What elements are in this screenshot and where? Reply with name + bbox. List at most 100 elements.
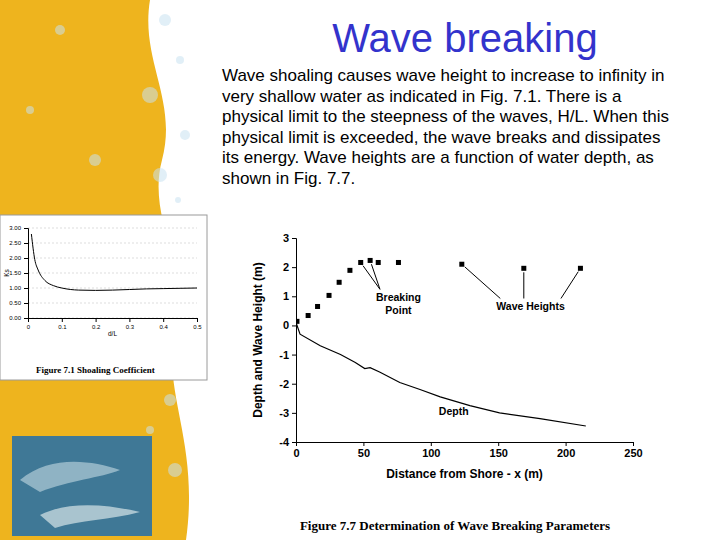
tick: 0 <box>293 442 299 459</box>
tick-mark <box>24 273 28 274</box>
y-axis-title: Depth and Wave Height (m) <box>251 262 265 418</box>
tick-label: -2 <box>279 378 289 390</box>
tick-mark <box>292 267 296 268</box>
tick-mark <box>292 238 296 239</box>
tick-mark <box>197 318 198 322</box>
bubble <box>176 56 184 64</box>
tick-label: 0.4 <box>160 324 169 330</box>
chart: 050100150200250-4-3-2-10123Distance from… <box>251 232 643 533</box>
bubble <box>159 14 171 26</box>
figure-background <box>0 215 207 380</box>
slide-title: Wave breaking <box>332 16 597 60</box>
tick-mark <box>292 355 296 356</box>
tick: 0.5 <box>193 318 202 330</box>
data-line <box>31 234 197 290</box>
tick: 200 <box>557 442 575 459</box>
tick-label: 150 <box>490 447 508 459</box>
leader-line <box>371 264 380 289</box>
tick-mark <box>292 325 296 326</box>
tick-label: 0.3 <box>126 324 135 330</box>
axis-line <box>297 443 634 447</box>
tick-label: 0.2 <box>92 324 101 330</box>
tick-mark <box>96 318 97 322</box>
tick: 0.1 <box>58 318 67 330</box>
tick: 0.3 <box>126 318 135 330</box>
tick: 100 <box>422 442 440 459</box>
tick-label: 2 <box>283 261 289 273</box>
bubble <box>89 154 101 166</box>
tick: 3.00 <box>9 225 28 231</box>
tick-label: -1 <box>279 349 289 361</box>
tick: 150 <box>490 442 508 459</box>
tick-label: -4 <box>279 436 290 448</box>
grid <box>28 228 197 318</box>
tick-mark <box>62 318 63 322</box>
tick-mark <box>292 413 296 414</box>
tick: 1 <box>283 290 296 302</box>
data-point <box>306 313 311 318</box>
axis-line <box>24 229 29 319</box>
photo <box>12 436 152 536</box>
tick-mark <box>24 228 28 229</box>
tick-label: 2.00 <box>9 255 21 261</box>
data-point <box>459 262 464 267</box>
plot-area <box>31 234 197 290</box>
annotation: Depth <box>439 405 469 417</box>
tick-mark <box>24 288 28 289</box>
bubble <box>180 130 190 140</box>
bubble <box>146 426 154 434</box>
bubble <box>164 394 176 406</box>
tick-mark <box>633 442 634 446</box>
x-axis-title: Distance from Shore - x (m) <box>386 467 543 481</box>
tick-mark <box>431 442 432 446</box>
tick-mark <box>292 296 296 297</box>
data-point <box>368 258 373 263</box>
body-text: Wave shoaling causes wave height to incr… <box>222 66 682 189</box>
data-point <box>396 260 401 265</box>
tick-label: 0.1 <box>58 324 67 330</box>
plot-area <box>296 258 586 426</box>
tick: 50 <box>358 442 370 459</box>
x-axis: 050100150200250 <box>293 442 642 459</box>
grid-line <box>28 228 197 229</box>
data-point <box>376 260 381 265</box>
photo-background <box>12 436 152 536</box>
grid-line <box>28 258 197 259</box>
data-point <box>521 266 526 271</box>
grid-line <box>28 303 197 304</box>
tick-label: 200 <box>557 447 575 459</box>
tick: 2 <box>283 261 296 273</box>
tick-label: 3 <box>283 232 289 244</box>
data-point <box>578 266 583 271</box>
tick-label: 100 <box>422 447 440 459</box>
annotation: BreakingPoint <box>376 291 421 316</box>
tick-label: 50 <box>358 447 370 459</box>
data-line <box>296 323 586 426</box>
data-point <box>315 304 320 309</box>
tick: 1.50 <box>9 270 28 276</box>
tick: 0.4 <box>160 318 169 330</box>
grid-line <box>28 273 197 274</box>
bubble <box>142 87 158 103</box>
tick-label: 0 <box>293 447 299 459</box>
data-point <box>358 260 363 265</box>
figure-caption: Figure 7.7 Determination of Wave Breakin… <box>300 518 610 533</box>
y-axis: -4-3-2-10123 <box>279 232 296 448</box>
grid-line <box>28 243 197 244</box>
bubble <box>175 197 181 203</box>
tick-mark <box>292 384 296 385</box>
tick: -4 <box>279 436 296 448</box>
tick-label: 2.50 <box>9 240 21 246</box>
tick: 3 <box>283 232 296 244</box>
x-axis: 00.10.20.30.40.5 <box>27 318 203 330</box>
tick-mark <box>163 318 164 322</box>
tick: 1.00 <box>9 285 28 291</box>
tick-mark <box>24 243 28 244</box>
leader-line <box>363 266 380 290</box>
slide-stage: Wave breaking00.10.20.30.40.50.000.501.0… <box>0 0 720 540</box>
tick: -1 <box>279 349 296 361</box>
tick-label: 0.50 <box>9 300 21 306</box>
chart: 00.10.20.30.40.50.000.501.001.502.002.50… <box>0 215 207 380</box>
leader-line <box>465 267 501 299</box>
tick-mark <box>24 303 28 304</box>
